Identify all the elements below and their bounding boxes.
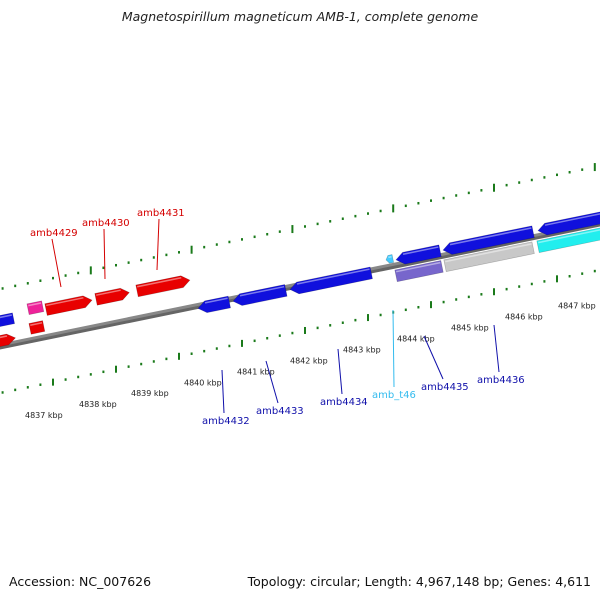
gene-arrow-amb4432-highlight: [204, 297, 228, 304]
gene-arrow-pink: [26, 300, 45, 316]
gene-label-amb4429: amb4429: [30, 228, 78, 239]
gene-arrow-small-red-body: [28, 320, 46, 335]
gene-arrow-amb4434: [289, 266, 373, 295]
leader-line-amb4435: [423, 335, 444, 380]
gene-arrow-right-blue-body: [537, 210, 600, 236]
tick-label-7: 4844 kbp: [397, 335, 435, 344]
tick-label-1: 4838 kbp: [79, 400, 117, 409]
gene-arrow-amb4429-highlight: [46, 297, 84, 307]
tick-label-5: 4842 kbp: [290, 357, 328, 366]
leader-line-amb4431: [156, 218, 160, 271]
gene-arrow-amb4432-body: [197, 295, 231, 313]
gene-arrow-amb4430-body: [94, 287, 130, 306]
feature-cyan-body: [536, 226, 600, 253]
tick-label-6: 4843 kbp: [343, 346, 381, 355]
topology-label: Topology: circular; Length: 4,967,148 bp…: [247, 574, 591, 589]
gene-arrow-left-red-body: [0, 333, 16, 349]
gene-arrow-amb4434-body: [289, 266, 373, 295]
gene-arrow-amb4433: [232, 284, 288, 306]
accession-label: Accession: NC_007626: [9, 574, 152, 589]
feature-pseudo: [394, 260, 444, 283]
leader-line-amb4430: [103, 228, 106, 280]
leader-line-amb4429: [51, 238, 62, 288]
gene-arrow-amb4430-highlight: [96, 289, 121, 296]
feature-pseudo-highlight: [396, 261, 441, 273]
gene-label-amb4432: amb4432: [202, 416, 250, 427]
leader-line-amb4436: [493, 324, 500, 373]
gene-arrow-right-blue-highlight: [544, 211, 600, 226]
gene-label-amb4436: amb4436: [477, 375, 525, 386]
gene-arrow-amb4429: [44, 295, 93, 316]
leader-line-amb_t46: [392, 309, 395, 388]
gene-arrow-left-blue: [0, 312, 15, 328]
tick-label-9: 4846 kbp: [505, 312, 543, 321]
gene-arrow-small-red-highlight: [30, 322, 43, 326]
tick-label-0: 4837 kbp: [25, 411, 63, 420]
gene-label-amb4434: amb4434: [320, 397, 368, 408]
gene-arrow-right-blue: [537, 210, 600, 236]
gene-arrow-pink-body: [26, 300, 45, 316]
tick-label-2: 4839 kbp: [131, 389, 169, 398]
gene-arrow-left-blue-highlight: [0, 314, 12, 319]
leader-line-amb4433: [265, 360, 279, 404]
feature-cyan-highlight: [538, 227, 600, 244]
feature-grey: [443, 241, 535, 273]
tick-label-3: 4840 kbp: [184, 378, 222, 387]
gene-arrow-amb4436-body: [442, 225, 535, 255]
gene-arrow-amb4431-body: [135, 275, 191, 298]
gene-label-amb4430: amb4430: [82, 218, 130, 229]
gene-arrow-amb4436: [442, 225, 535, 255]
feature-pseudo-body: [394, 260, 444, 283]
gene-arrow-left-blue-body: [0, 312, 15, 328]
gene-arrow-amb4430: [94, 287, 130, 306]
feature-grey-highlight: [445, 243, 532, 263]
gene-arrow-amb4435: [395, 244, 442, 265]
tick-label-10: 4847 kbp: [558, 302, 596, 311]
tick-label-4: 4841 kbp: [237, 367, 275, 376]
feature-cyan: [536, 226, 600, 253]
gene-arrow-small-red: [28, 320, 46, 335]
gene-arrow-left-red: [0, 333, 16, 349]
gene-arrow-amb4436-highlight: [449, 227, 532, 246]
gene-label-amb4431: amb4431: [137, 208, 185, 219]
genome-title: Magnetospirillum magneticum AMB-1, compl…: [121, 9, 479, 24]
tick-label-8: 4845 kbp: [451, 324, 489, 333]
gene-arrow-amb4434-highlight: [296, 268, 370, 285]
gene-label-amb4435: amb4435: [421, 382, 469, 393]
gene-arrow-amb4431-highlight: [137, 277, 182, 288]
gene-arrow-amb4435-highlight: [402, 246, 439, 256]
gene-arrow-left-red-highlight: [0, 335, 8, 341]
gene-arrow-amb4431: [135, 275, 191, 298]
gene-arrow-amb-t46-body: [385, 254, 395, 264]
leader-line-amb4432: [221, 369, 225, 414]
gene-arrow-amb-t46: [385, 254, 395, 264]
leader-line-amb4434: [337, 348, 343, 395]
gene-arrow-amb4433-body: [232, 284, 288, 306]
gene-arrow-amb4429-body: [44, 295, 93, 316]
gene-label-amb_t46: amb_t46: [372, 390, 416, 401]
gene-label-amb4433: amb4433: [256, 406, 304, 417]
gene-arrow-amb-t46-highlight: [388, 255, 392, 259]
outer-tick-row: [1, 163, 596, 290]
gene-arrow-amb4432: [197, 295, 231, 313]
gene-arrow-amb4433-highlight: [239, 285, 285, 297]
gene-arrow-amb4435-body: [395, 244, 442, 265]
feature-grey-body: [443, 241, 535, 273]
gene-arrow-pink-highlight: [28, 302, 42, 307]
